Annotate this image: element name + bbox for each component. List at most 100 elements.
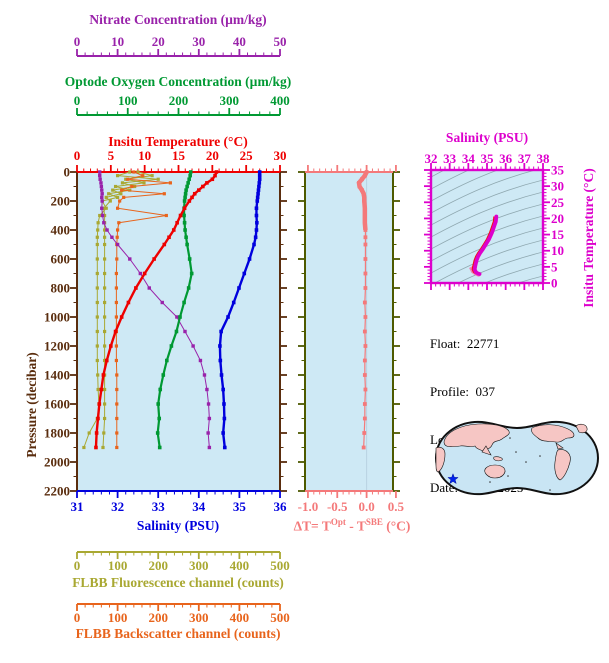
tick-label: 1200 xyxy=(44,339,70,354)
ts-temperature-label: Insitu Temperature (°C) xyxy=(581,168,596,308)
flbb-fluorescence-channel-counts-trace-2-curve-marker xyxy=(120,181,125,185)
salinity-psu--curve-marker xyxy=(218,344,222,348)
flbb-fluorescence-channel-counts-trace-2-curve-marker xyxy=(103,387,107,392)
scale-bars xyxy=(76,49,281,611)
tick-label: 300 xyxy=(189,610,209,625)
flbb-backscatter-channel-counts--curve-marker xyxy=(162,192,166,196)
flbb-fluorescence-channel-counts-trace-2-curve-marker xyxy=(103,344,107,348)
tick-label: 1400 xyxy=(44,368,70,383)
flbb-fluorescence-channel-counts-trace-1-curve-marker xyxy=(150,174,154,178)
delta-t-curve-marker xyxy=(363,387,368,392)
optode-oxygen-concentration-m-kg--curve-marker xyxy=(183,195,187,200)
optode-oxygen-concentration-m-kg--curve-marker xyxy=(157,445,162,450)
flbb-backscatter-channel-counts--curve-marker xyxy=(116,228,120,232)
flbb-backscatter-channel-counts--curve-marker xyxy=(114,271,118,276)
tick-label: 500 xyxy=(270,558,290,573)
landmass xyxy=(575,423,588,434)
tick-label: 100 xyxy=(118,93,138,108)
flbb-backscatter-channel-counts--curve-marker xyxy=(114,286,118,290)
delta-t-curve-marker xyxy=(361,445,366,450)
insitu-temperature-c--curve-marker xyxy=(96,416,100,421)
tick-label: 34 xyxy=(462,151,476,166)
flbb-backscatter-channel-counts--curve-marker xyxy=(114,315,118,319)
nitrate-concentration-m-kg--curve-marker xyxy=(100,195,104,200)
flbb-fluorescence-channel-counts-trace-2-curve-marker xyxy=(103,228,107,232)
delta-t-curve-marker xyxy=(362,220,367,225)
tick-label: 25 xyxy=(240,148,254,163)
landmass xyxy=(484,464,506,479)
landmass xyxy=(435,446,446,473)
tick-label: 200 xyxy=(148,610,168,625)
optode-oxygen-concentration-m-kg--curve-marker xyxy=(155,431,160,435)
tick-label: 0 xyxy=(74,610,81,625)
tick-label: 10 xyxy=(138,148,151,163)
insitu-temperature-c--curve-marker xyxy=(182,206,187,211)
profile-number-line: Profile: 037 xyxy=(430,384,495,399)
flbb-fluorescence-channel-counts-trace-2-curve-marker xyxy=(103,235,107,239)
optode-oxygen-concentration-m-kg--curve-marker xyxy=(169,344,174,348)
tick-label: 800 xyxy=(51,281,71,296)
tick-label: 100 xyxy=(108,610,128,625)
flbb-fluorescence-channel-counts-trace-1-curve-marker xyxy=(104,206,108,210)
nitrate-concentration-m-kg--curve-marker xyxy=(100,206,104,210)
flbb-backscatter-channel-counts--curve-marker xyxy=(132,170,136,174)
insitu-temperature-c--curve-marker xyxy=(99,387,104,392)
landmass xyxy=(531,424,575,443)
insitu-temperature-c--curve-marker xyxy=(104,358,109,363)
tick-label: 400 xyxy=(51,223,71,238)
optode-oxygen-concentration-m-kg--curve-marker xyxy=(178,315,182,319)
nitrate-concentration-m-kg--curve-marker xyxy=(202,373,207,377)
insitu-temperature-c--curve-marker xyxy=(205,181,209,185)
delta-t-curve-marker xyxy=(363,315,368,319)
delta-label-sup-opt: Opt xyxy=(330,517,346,527)
tick-label: 300 xyxy=(189,558,209,573)
tick-label: 0 xyxy=(551,276,558,291)
nitrate-concentration-m-kg--curve-marker xyxy=(147,286,151,290)
flbb-backscatter-channel-counts--curve-marker xyxy=(120,188,124,192)
nitrate-concentration-m-kg--curve-marker xyxy=(99,184,104,189)
delta-t-curve-marker xyxy=(362,206,367,211)
flbb-fluorescence-channel-counts-trace-1-curve-marker xyxy=(87,431,91,435)
nitrate-concentration-m-kg--curve-marker xyxy=(115,242,120,247)
optode-oxygen-concentration-m-kg--curve-marker xyxy=(187,177,191,182)
ts-curve xyxy=(472,214,499,276)
flbb-fluorescence-channel-counts-trace-2-curve-marker xyxy=(111,188,115,192)
delta-t-curve-marker xyxy=(362,373,367,377)
flbb-fluorescence-channel-counts-trace-1-curve-marker xyxy=(95,242,99,247)
insitu-temperature-c--curve-marker xyxy=(109,344,113,348)
nitrate-concentration-m-kg--curve-marker xyxy=(102,221,106,225)
plot-background xyxy=(77,172,280,491)
salinity-psu--curve-marker xyxy=(222,445,227,450)
flbb-fluorescence-channel-counts-trace-1-curve-marker xyxy=(124,177,128,181)
tick-label: 1800 xyxy=(44,426,70,441)
nitrate-concentration-m-kg--curve-marker xyxy=(191,344,195,348)
insitu-temperature-c--curve-marker xyxy=(97,402,102,406)
insitu-temperature-c--curve-marker xyxy=(152,257,156,261)
flbb-fluorescence-channel-counts-trace-2-curve-marker xyxy=(102,431,106,435)
flbb-backscatter-channel-counts--curve-marker xyxy=(115,373,119,377)
flbb-backscatter-channel-counts--curve-marker xyxy=(115,257,119,261)
salinity-psu--curve-marker xyxy=(222,402,226,406)
flbb-fluorescence-channel-counts-trace-1-curve-marker xyxy=(95,257,99,261)
tick-label: 5 xyxy=(108,148,115,163)
flbb-fluorescence-channel-counts-trace-1-curve-marker xyxy=(95,358,99,363)
insitu-temperature-c--curve-marker xyxy=(175,220,179,225)
delta-label-sup-sbe: SBE xyxy=(365,517,383,527)
delta-t-axis-label: ΔT= TOpt - TSBE (°C) xyxy=(294,517,411,535)
tick-label: 35 xyxy=(551,163,565,178)
flbb-fluorescence-channel-counts-trace-1-curve-marker xyxy=(96,221,100,225)
nitrate-concentration-m-kg--curve-marker xyxy=(206,402,211,406)
main-profile-plot xyxy=(70,165,287,498)
tick-label: 40 xyxy=(233,34,246,49)
tick-label: 5 xyxy=(551,259,558,274)
salinity-psu--curve-marker xyxy=(219,329,223,334)
flbb-fluorescence-channel-counts-trace-2-curve-marker xyxy=(103,242,107,247)
insitu-temperature-c--curve-marker xyxy=(134,286,138,290)
tick-label: 36 xyxy=(499,151,513,166)
nitrate-concentration-m-kg--curve-marker xyxy=(207,445,212,450)
delta-t-curve-marker xyxy=(357,180,361,185)
insitu-temperature-c--curve-marker xyxy=(210,177,215,182)
insitu-temperature-c--curve-marker xyxy=(167,235,171,240)
